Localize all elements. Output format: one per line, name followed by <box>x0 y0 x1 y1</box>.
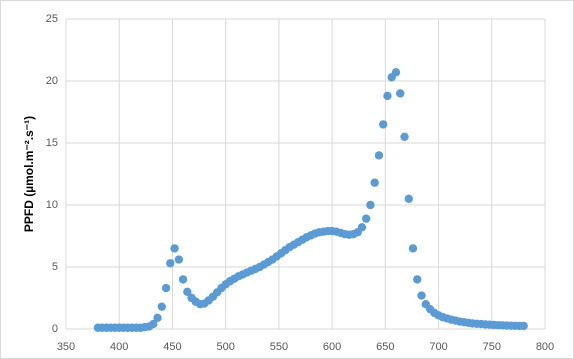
point <box>178 275 188 284</box>
point <box>370 178 379 187</box>
point <box>404 194 413 203</box>
x-tick-label: 700 <box>429 341 447 353</box>
point <box>366 200 375 210</box>
x-tick-label: 600 <box>323 341 341 353</box>
point <box>161 283 171 293</box>
point <box>519 321 528 331</box>
point <box>391 68 401 77</box>
point <box>400 132 409 141</box>
point <box>379 120 388 129</box>
x-tick-label: 500 <box>216 341 234 353</box>
x-tick-label: 650 <box>376 341 394 353</box>
x-tick-label: 350 <box>57 341 75 353</box>
point <box>361 214 371 223</box>
x-tick-label: 550 <box>270 341 288 353</box>
point <box>413 275 422 284</box>
x-tick-label: 800 <box>536 341 554 353</box>
y-tick-label: 10 <box>46 199 58 211</box>
x-tick-label: 750 <box>483 341 501 353</box>
point <box>183 287 192 296</box>
point <box>166 259 175 268</box>
point <box>357 223 367 232</box>
y-axis-label: PPFD (µmol.m⁻².s⁻¹) <box>22 116 36 232</box>
point <box>417 291 426 300</box>
point <box>149 319 158 329</box>
y-tick-label: 20 <box>46 75 58 87</box>
y-tick-label: 5 <box>52 261 58 273</box>
point <box>383 91 392 101</box>
x-tick-label: 450 <box>163 341 181 353</box>
point <box>396 89 405 98</box>
point <box>408 244 418 253</box>
y-tick-label: 25 <box>46 13 58 25</box>
y-tick-label: 0 <box>52 323 58 335</box>
point <box>374 151 384 160</box>
x-tick-label: 400 <box>110 341 128 353</box>
point <box>153 313 162 323</box>
point <box>157 302 166 311</box>
point <box>170 244 179 253</box>
point <box>174 255 184 264</box>
y-tick-label: 15 <box>46 137 58 149</box>
